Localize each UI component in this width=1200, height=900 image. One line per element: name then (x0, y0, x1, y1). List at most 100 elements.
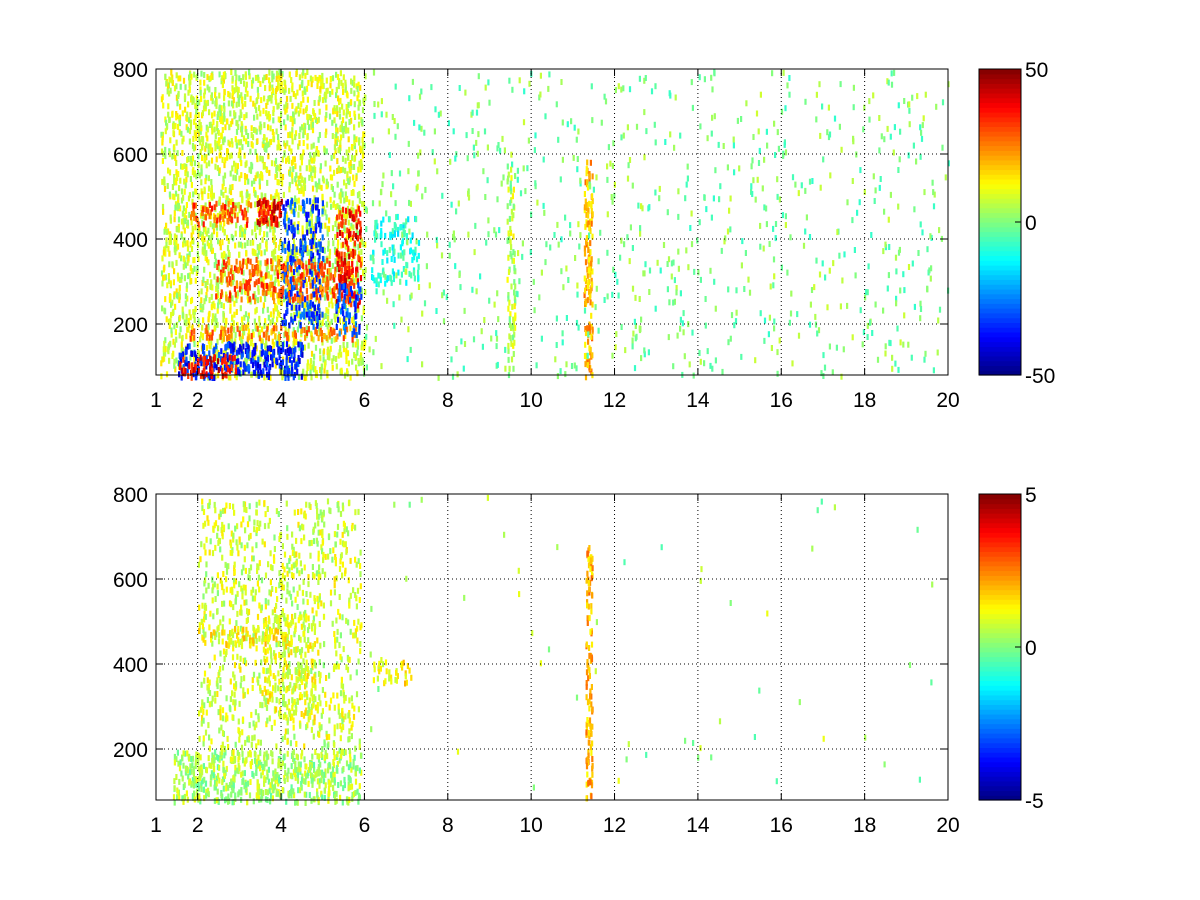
heatmap-cell (288, 264, 291, 271)
heatmap-cell (263, 146, 267, 152)
heatmap-cell (339, 345, 342, 352)
heatmap-cell (211, 147, 214, 154)
heatmap-cell (559, 176, 562, 183)
heatmap-cell (250, 125, 253, 132)
heatmap-cell (336, 302, 339, 309)
heatmap-cell (765, 128, 768, 135)
heatmap-cell (230, 138, 233, 145)
heatmap-cell (196, 265, 199, 272)
heatmap-cell (819, 184, 822, 191)
heatmap-cell (477, 131, 480, 138)
heatmap-cell (776, 129, 779, 136)
heatmap-cell (193, 265, 196, 272)
heatmap-cell (284, 326, 287, 333)
heatmap-cell (512, 342, 515, 349)
heatmap-cell (343, 197, 346, 204)
heatmap-cell (255, 256, 258, 263)
heatmap-cell (223, 208, 226, 215)
heatmap-cell (913, 303, 916, 310)
heatmap-cell (586, 159, 589, 166)
heatmap-cell (262, 137, 265, 144)
heatmap-cell (355, 271, 358, 278)
heatmap-cell (335, 86, 338, 93)
heatmap-cell (214, 92, 217, 99)
heatmap-cell (176, 123, 180, 130)
heatmap-cell (808, 178, 812, 185)
heatmap-cell (293, 244, 297, 251)
heatmap-cell (233, 160, 236, 167)
heatmap-cell (173, 194, 176, 201)
heatmap-cell (239, 264, 242, 271)
heatmap-cell (178, 314, 181, 321)
heatmap-cell (319, 241, 322, 248)
heatmap-cell (279, 117, 282, 123)
heatmap-cell (404, 222, 407, 229)
heatmap-cell (287, 328, 290, 335)
heatmap-cell (199, 128, 202, 135)
heatmap-cell (352, 174, 355, 181)
heatmap-cell (220, 189, 223, 196)
heatmap-cell (214, 145, 217, 152)
heatmap-cell (325, 335, 328, 342)
heatmap-cell (289, 115, 292, 122)
heatmap-cell (291, 82, 294, 89)
heatmap-cell (584, 223, 587, 230)
heatmap-cell (210, 213, 213, 220)
heatmap-cell (294, 266, 297, 272)
heatmap-cell (287, 132, 290, 139)
heatmap-cell (330, 154, 333, 161)
heatmap-cell (243, 364, 246, 371)
heatmap-cell (193, 202, 196, 209)
heatmap-cell (287, 240, 290, 247)
heatmap-cell (356, 370, 359, 377)
heatmap-cell (300, 159, 303, 166)
heatmap-cell (460, 338, 463, 345)
heatmap-cell (584, 198, 587, 205)
heatmap-cell (291, 132, 294, 139)
heatmap-cell (362, 305, 365, 312)
heatmap-cell (227, 327, 230, 334)
heatmap-cell (305, 165, 308, 172)
heatmap-cell (315, 276, 318, 283)
heatmap-cell (345, 126, 348, 133)
heatmap-cell (317, 99, 320, 106)
heatmap-cell (281, 369, 284, 376)
heatmap-cell (324, 209, 327, 216)
heatmap-cell (920, 129, 923, 136)
heatmap-cell (643, 347, 646, 354)
heatmap-cell (353, 180, 356, 187)
heatmap-cell (259, 155, 262, 162)
heatmap-cell (276, 292, 279, 299)
heatmap-cell (738, 165, 741, 172)
heatmap-cell (866, 322, 869, 329)
heatmap-cell (327, 245, 330, 252)
heatmap-cell (579, 232, 582, 239)
heatmap-cell (586, 201, 589, 208)
heatmap-cell (212, 119, 215, 126)
heatmap-cell (188, 343, 191, 350)
heatmap-cell (181, 163, 184, 170)
heatmap-cell (305, 308, 308, 315)
heatmap-cell (171, 184, 174, 190)
heatmap-cell (281, 241, 284, 248)
heatmap-cell (258, 315, 261, 322)
heatmap-cell (290, 282, 293, 289)
heatmap-cell (300, 260, 303, 267)
heatmap-cell (454, 155, 457, 162)
heatmap-cell (208, 86, 211, 93)
heatmap-cell (772, 282, 775, 289)
heatmap-cell (357, 104, 360, 111)
heatmap-cell (852, 84, 855, 91)
heatmap-cell (321, 319, 324, 326)
heatmap-cell (879, 176, 882, 182)
heatmap-cell (350, 190, 353, 196)
heatmap-cell (417, 269, 420, 276)
heatmap-cell (336, 127, 339, 134)
heatmap-cell (343, 293, 346, 300)
heatmap-cell (364, 241, 367, 248)
heatmap-cell (247, 297, 250, 304)
heatmap-cell (181, 210, 184, 217)
heatmap-cell (828, 131, 832, 138)
heatmap-cell (277, 346, 280, 353)
heatmap-cell (249, 272, 252, 279)
